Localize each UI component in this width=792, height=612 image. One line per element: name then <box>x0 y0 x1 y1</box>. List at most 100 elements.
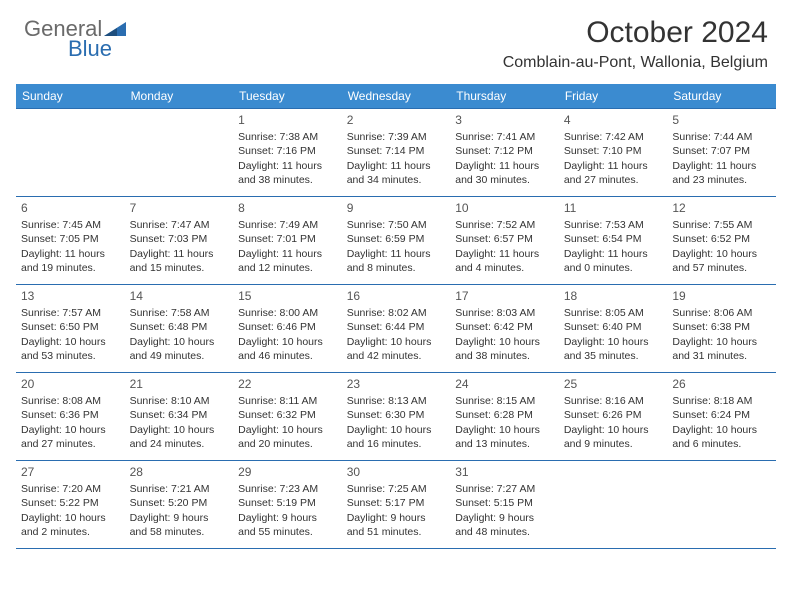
day-number: 25 <box>564 376 663 392</box>
calendar-cell: 29Sunrise: 7:23 AMSunset: 5:19 PMDayligh… <box>233 461 342 549</box>
calendar-cell: 24Sunrise: 8:15 AMSunset: 6:28 PMDayligh… <box>450 373 559 461</box>
daylight-text: Daylight: 11 hours and 27 minutes. <box>564 159 663 187</box>
sunset-text: Sunset: 6:34 PM <box>130 408 229 422</box>
sunset-text: Sunset: 7:03 PM <box>130 232 229 246</box>
daylight-text: Daylight: 10 hours and 6 minutes. <box>672 423 771 451</box>
sunrise-text: Sunrise: 8:13 AM <box>347 394 446 408</box>
calendar-cell: 8Sunrise: 7:49 AMSunset: 7:01 PMDaylight… <box>233 197 342 285</box>
day-number: 6 <box>21 200 120 216</box>
daylight-text: Daylight: 11 hours and 30 minutes. <box>455 159 554 187</box>
day-number: 5 <box>672 112 771 128</box>
day-number: 10 <box>455 200 554 216</box>
sunset-text: Sunset: 7:05 PM <box>21 232 120 246</box>
daylight-text: Daylight: 11 hours and 34 minutes. <box>347 159 446 187</box>
sunset-text: Sunset: 5:15 PM <box>455 496 554 510</box>
day-header: Thursday <box>450 84 559 109</box>
sunrise-text: Sunrise: 7:42 AM <box>564 130 663 144</box>
sunset-text: Sunset: 6:40 PM <box>564 320 663 334</box>
day-number: 28 <box>130 464 229 480</box>
sunrise-text: Sunrise: 7:25 AM <box>347 482 446 496</box>
sunset-text: Sunset: 7:07 PM <box>672 144 771 158</box>
sunrise-text: Sunrise: 7:38 AM <box>238 130 337 144</box>
sunrise-text: Sunrise: 7:20 AM <box>21 482 120 496</box>
sunset-text: Sunset: 6:32 PM <box>238 408 337 422</box>
sunset-text: Sunset: 6:28 PM <box>455 408 554 422</box>
day-header: Friday <box>559 84 668 109</box>
sunrise-text: Sunrise: 8:03 AM <box>455 306 554 320</box>
day-number: 22 <box>238 376 337 392</box>
calendar-cell: 3Sunrise: 7:41 AMSunset: 7:12 PMDaylight… <box>450 109 559 197</box>
daylight-text: Daylight: 10 hours and 53 minutes. <box>21 335 120 363</box>
day-number: 17 <box>455 288 554 304</box>
sunset-text: Sunset: 6:26 PM <box>564 408 663 422</box>
calendar-body: 1 Sunrise: 7:38 AMSunset: 7:16 PM Daylight… <box>16 109 776 549</box>
sunset-text: Sunset: 7:10 PM <box>564 144 663 158</box>
daylight-text: Daylight: 9 hours and 51 minutes. <box>347 511 446 539</box>
sunset-text: Sunset: 6:46 PM <box>238 320 337 334</box>
calendar-cell: 4Sunrise: 7:42 AMSunset: 7:10 PMDaylight… <box>559 109 668 197</box>
sunrise-text: Sunrise: 7:21 AM <box>130 482 229 496</box>
sunrise-text: Sunrise: 7:45 AM <box>21 218 120 232</box>
sunrise-text: Sunrise: 7:57 AM <box>21 306 120 320</box>
sunrise-text: Sunrise: 8:10 AM <box>130 394 229 408</box>
day-number: 21 <box>130 376 229 392</box>
daylight-text: Daylight: 10 hours and 57 minutes. <box>672 247 771 275</box>
calendar-cell <box>125 109 234 197</box>
calendar-row: 1 Sunrise: 7:38 AMSunset: 7:16 PM Daylight… <box>16 109 776 197</box>
sunrise-text: Sunrise: 7:27 AM <box>455 482 554 496</box>
sunset-text: Sunset: 5:19 PM <box>238 496 337 510</box>
daylight-text: Daylight: 10 hours and 42 minutes. <box>347 335 446 363</box>
daylight-text: Daylight: 11 hours and 19 minutes. <box>21 247 120 275</box>
sunrise-text: Sunrise: 8:06 AM <box>672 306 771 320</box>
sunrise-text: Sunrise: 7:39 AM <box>347 130 446 144</box>
day-number: 20 <box>21 376 120 392</box>
calendar-cell: 13Sunrise: 7:57 AMSunset: 6:50 PMDayligh… <box>16 285 125 373</box>
daylight-text: Daylight: 10 hours and 49 minutes. <box>130 335 229 363</box>
calendar-row: 27Sunrise: 7:20 AMSunset: 5:22 PMDayligh… <box>16 461 776 549</box>
calendar-cell: 20Sunrise: 8:08 AMSunset: 6:36 PMDayligh… <box>16 373 125 461</box>
sunrise-text: Sunrise: 7:44 AM <box>672 130 771 144</box>
day-number: 30 <box>347 464 446 480</box>
sunset-text: Sunset: 7:16 PM <box>238 144 337 158</box>
logo: GeneralBlue <box>24 16 126 68</box>
day-number: 3 <box>455 112 554 128</box>
calendar-cell <box>16 109 125 197</box>
calendar-cell: 23Sunrise: 8:13 AMSunset: 6:30 PMDayligh… <box>342 373 451 461</box>
calendar-cell: 30Sunrise: 7:25 AMSunset: 5:17 PMDayligh… <box>342 461 451 549</box>
calendar-cell: 31 Sunrise: 7:27 AMSunset: 5:15 PMDayligh… <box>450 461 559 549</box>
daylight-text: Daylight: 11 hours and 0 minutes. <box>564 247 663 275</box>
sunset-text: Sunset: 6:36 PM <box>21 408 120 422</box>
calendar-cell: 27Sunrise: 7:20 AMSunset: 5:22 PMDayligh… <box>16 461 125 549</box>
day-number: 9 <box>347 200 446 216</box>
daylight-text: Daylight: 10 hours and 46 minutes. <box>238 335 337 363</box>
day-number: 1 <box>238 112 337 128</box>
day-number: 27 <box>21 464 120 480</box>
sunrise-text: Sunrise: 7:49 AM <box>238 218 337 232</box>
sunset-text: Sunset: 6:59 PM <box>347 232 446 246</box>
daylight-text: Daylight: 10 hours and 27 minutes. <box>21 423 120 451</box>
calendar-cell: 5Sunrise: 7:44 AMSunset: 7:07 PMDaylight… <box>667 109 776 197</box>
day-number: 7 <box>130 200 229 216</box>
calendar-header-row: SundayMondayTuesdayWednesdayThursdayFrid… <box>16 84 776 109</box>
calendar-cell: 18Sunrise: 8:05 AMSunset: 6:40 PMDayligh… <box>559 285 668 373</box>
day-number: 31 <box>455 464 554 480</box>
daylight-text: Daylight: 9 hours and 58 minutes. <box>130 511 229 539</box>
calendar-cell: 7Sunrise: 7:47 AMSunset: 7:03 PMDaylight… <box>125 197 234 285</box>
daylight-text: Daylight: 10 hours and 9 minutes. <box>564 423 663 451</box>
calendar-cell: 9Sunrise: 7:50 AMSunset: 6:59 PMDaylight… <box>342 197 451 285</box>
sunrise-text: Sunrise: 7:52 AM <box>455 218 554 232</box>
day-header: Tuesday <box>233 84 342 109</box>
day-number: 24 <box>455 376 554 392</box>
daylight-text: Daylight: 10 hours and 24 minutes. <box>130 423 229 451</box>
day-number: 18 <box>564 288 663 304</box>
day-number: 16 <box>347 288 446 304</box>
sunrise-text: Sunrise: 8:02 AM <box>347 306 446 320</box>
daylight-text: Daylight: 9 hours and 48 minutes. <box>455 511 554 539</box>
sunset-text: Sunset: 7:14 PM <box>347 144 446 158</box>
logo-text-blue: Blue <box>68 36 170 62</box>
calendar-cell: 19Sunrise: 8:06 AMSunset: 6:38 PMDayligh… <box>667 285 776 373</box>
sunrise-text: Sunrise: 8:18 AM <box>672 394 771 408</box>
day-header: Saturday <box>667 84 776 109</box>
daylight-text: Daylight: 11 hours and 12 minutes. <box>238 247 337 275</box>
sunset-text: Sunset: 6:50 PM <box>21 320 120 334</box>
